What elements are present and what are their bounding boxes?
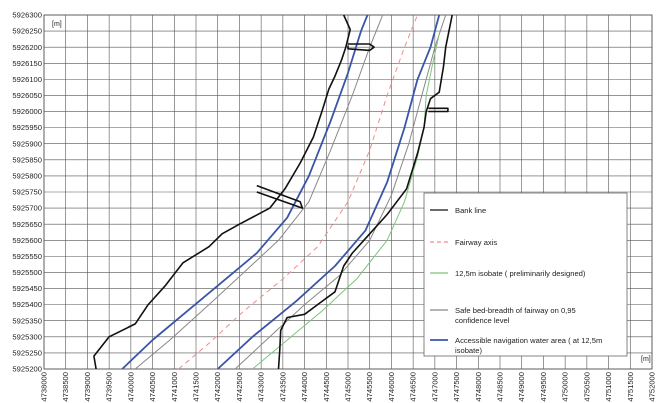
y-tick-label: 5926000 — [12, 107, 42, 116]
x-tick-label: 4740500 — [148, 372, 157, 402]
x-tick-label: 4742500 — [235, 372, 244, 402]
series-line-fairway-axis — [178, 14, 418, 370]
x-tick-label: 4745000 — [344, 372, 353, 402]
legend-label-safe-bed: Safe bed-breadth of fairway on 0,95 confi… — [455, 306, 576, 325]
x-tick-label: 4750000 — [561, 372, 570, 402]
legend-label-accessible: Accessible navigation water area ( at 12… — [455, 336, 602, 355]
legend-box — [423, 192, 628, 357]
x-tick-label: 4742000 — [213, 372, 222, 402]
x-tick-label: 4741500 — [192, 372, 201, 402]
x-tick-label: 4748500 — [496, 372, 505, 402]
x-tick-label: 4751500 — [626, 372, 635, 402]
x-tick-label: 4743000 — [257, 372, 266, 402]
series-line-safe-bed — [134, 14, 384, 370]
y-tick-labels: 5926300 5926250 5926200 5926150 5926100 59260… — [12, 11, 42, 374]
y-tick-label: 5926300 — [12, 11, 42, 20]
x-tick-label: 4744000 — [300, 372, 309, 402]
x-tick-label: 4750500 — [582, 372, 591, 402]
legend-label-bank-line: Bank line — [455, 206, 486, 215]
x-tick-label: 4749500 — [539, 372, 548, 402]
y-tick-label: 5925750 — [12, 188, 42, 197]
y-tick-label: 5925850 — [12, 155, 42, 164]
y-tick-label: 5925650 — [12, 220, 42, 229]
y-tick-label: 5926200 — [12, 43, 42, 52]
legend-label-isobate: 12,5m isobate ( preliminarily designed) — [455, 269, 586, 278]
y-tick-label: 5925350 — [12, 316, 42, 325]
x-unit-label: [m] — [641, 356, 651, 363]
plot-area — [93, 14, 453, 370]
x-tick-label: 4746000 — [387, 372, 396, 402]
y-tick-label: 5926100 — [12, 75, 42, 84]
x-tick-label: 4743500 — [278, 372, 287, 402]
legend-item-accessible: Accessible navigation water area ( at 12… — [430, 336, 602, 355]
series-line-accessible — [217, 14, 441, 370]
x-tick-labels: 4738000 4738500 4739000 4739500 4740000 47405… — [40, 372, 657, 402]
y-tick-label: 5925300 — [12, 332, 42, 341]
legend: Bank line Fairway axis 12,5m isobate ( p… — [423, 192, 628, 357]
legend-item-safe-bed: Safe bed-breadth of fairway on 0,95 confi… — [430, 306, 576, 325]
x-tick-label: 4745500 — [365, 372, 374, 402]
x-tick-label: 4739000 — [83, 372, 92, 402]
y-tick-label: 5925400 — [12, 300, 42, 309]
x-tick-label: 4738000 — [40, 372, 49, 402]
x-tick-label: 4740000 — [126, 372, 135, 402]
y-tick-label: 5926250 — [12, 27, 42, 36]
series-line-bank-line — [93, 14, 352, 370]
legend-item-isobate: 12,5m isobate ( preliminarily designed) — [430, 269, 586, 278]
x-tick-label: 4739500 — [105, 372, 114, 402]
x-tick-label: 4747000 — [430, 372, 439, 402]
x-tick-label: 4752000 — [648, 372, 657, 402]
x-tick-label: 4749000 — [517, 372, 526, 402]
x-tick-label: 4738500 — [61, 372, 70, 402]
series-line-safe-bed — [234, 14, 447, 370]
x-tick-label: 4747500 — [452, 372, 461, 402]
y-unit-label: [m] — [52, 21, 62, 28]
series-line-bank-line — [347, 43, 375, 52]
x-tick-label: 4748000 — [474, 372, 483, 402]
y-tick-label: 5925900 — [12, 139, 42, 148]
series-line-bank-line — [428, 107, 449, 113]
legend-item-bank-line: Bank line — [430, 206, 486, 215]
y-tick-label: 5925250 — [12, 349, 42, 358]
x-tick-label: 4746500 — [409, 372, 418, 402]
legend-item-fairway-axis: Fairway axis — [430, 238, 497, 247]
chart-grid — [43, 14, 653, 370]
y-tick-label: 5925500 — [12, 268, 42, 277]
series-line-isobate — [252, 34, 440, 370]
x-tick-label: 4744500 — [322, 372, 331, 402]
y-tick-label: 5925950 — [12, 123, 42, 132]
y-tick-label: 5925550 — [12, 252, 42, 261]
y-tick-label: 5925450 — [12, 284, 42, 293]
y-tick-label: 5925600 — [12, 236, 42, 245]
y-tick-label: 5925800 — [12, 172, 42, 181]
series-line-accessible — [121, 14, 369, 370]
x-tick-label: 4741000 — [170, 372, 179, 402]
series-line-bank-line — [256, 184, 304, 209]
series-line-bank-line — [277, 14, 453, 370]
y-tick-label: 5925700 — [12, 204, 42, 213]
y-tick-label: 5926150 — [12, 59, 42, 68]
y-tick-label: 5926050 — [12, 91, 42, 100]
legend-label-fairway-axis: Fairway axis — [455, 238, 497, 247]
y-tick-label: 5925200 — [12, 365, 42, 374]
x-tick-label: 4751000 — [604, 372, 613, 402]
